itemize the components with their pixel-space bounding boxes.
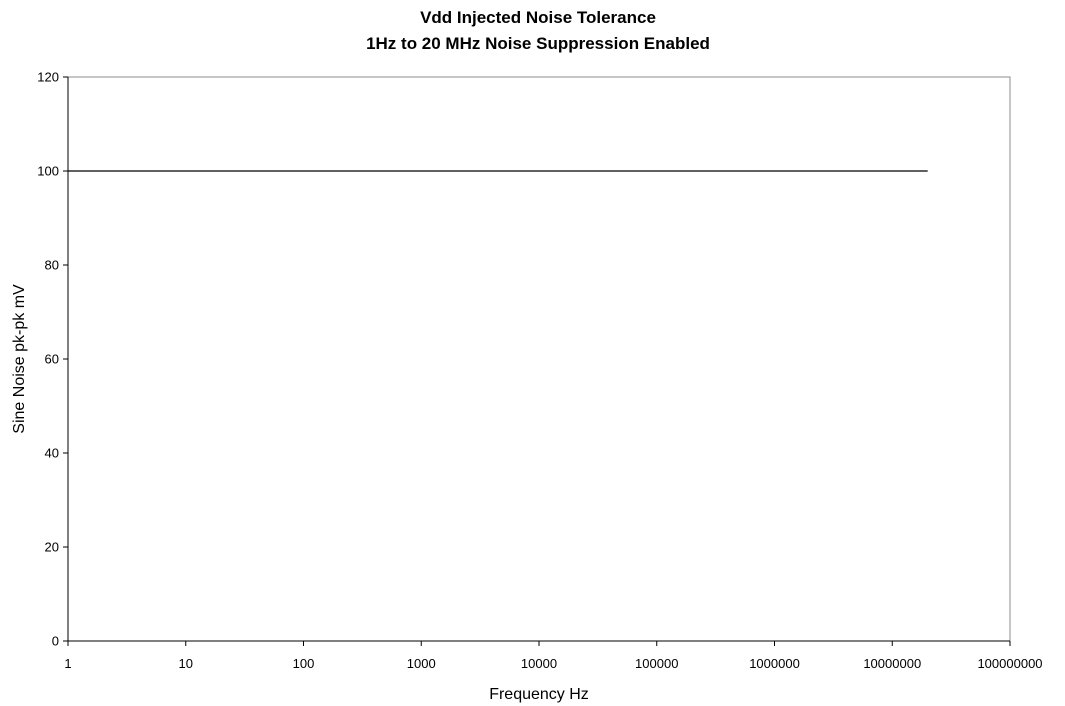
chart-title: Vdd Injected Noise Tolerance bbox=[420, 8, 656, 27]
x-axis-label: Frequency Hz bbox=[489, 686, 589, 703]
chart-subtitle: 1Hz to 20 MHz Noise Suppression Enabled bbox=[366, 34, 710, 53]
x-tick-label: 100000000 bbox=[977, 656, 1042, 671]
y-tick-label: 60 bbox=[45, 352, 59, 367]
y-tick-label: 20 bbox=[45, 540, 59, 555]
x-ticks: 1 10 100 1000 10000 100000 1000000 10000000 1000… bbox=[64, 641, 1043, 671]
plot-area bbox=[67, 76, 1011, 642]
y-tick-label: 0 bbox=[52, 634, 59, 649]
y-tick-label: 80 bbox=[45, 258, 59, 273]
x-tick-label: 1000000 bbox=[749, 656, 800, 671]
x-tick-label: 100 bbox=[293, 656, 315, 671]
y-axis-label: Sine Noise pk-pk mV bbox=[11, 284, 28, 434]
x-tick-label: 10000000 bbox=[863, 656, 921, 671]
x-tick-label: 1 bbox=[64, 656, 71, 671]
y-tick-label: 40 bbox=[45, 446, 59, 461]
y-tick-label: 100 bbox=[37, 164, 59, 179]
x-tick-label: 1000 bbox=[407, 656, 436, 671]
x-tick-label: 10 bbox=[179, 656, 193, 671]
x-tick-label: 100000 bbox=[635, 656, 678, 671]
x-tick-label: 10000 bbox=[521, 656, 557, 671]
y-ticks: 0 20 40 60 80 100 120 bbox=[37, 70, 68, 649]
y-tick-label: 120 bbox=[37, 70, 59, 85]
